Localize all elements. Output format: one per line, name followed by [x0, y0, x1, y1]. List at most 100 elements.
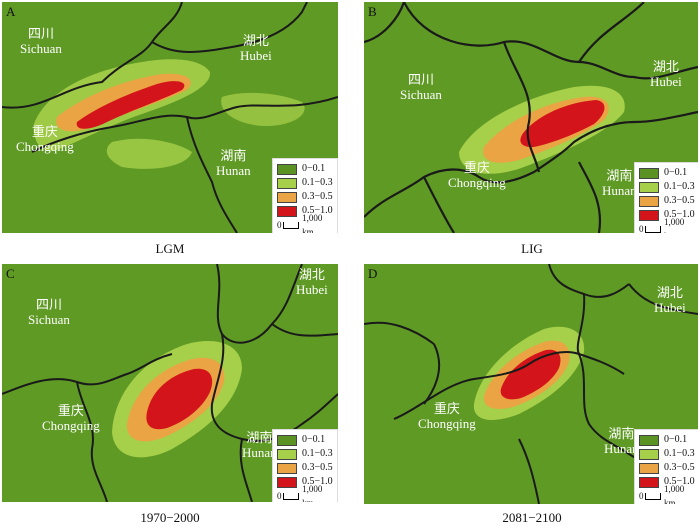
place-name-cn: 湖南 [220, 148, 247, 163]
legend-label: 0.1−0.3 [664, 181, 695, 192]
legend-swatch [639, 167, 659, 179]
place-label-chongqing: 重庆 Chongqing [448, 160, 506, 190]
legend-label: 0.3−0.5 [302, 191, 333, 202]
legend-label: 0.1−0.3 [302, 177, 333, 188]
panel-caption: 2081−2100 [502, 510, 562, 525]
legend-item: 0.1−0.3 [277, 447, 333, 461]
legend-swatch [277, 476, 297, 488]
legend-swatch [277, 462, 297, 474]
panel-caption: 1970−2000 [140, 510, 200, 525]
panel-caption: LIG [521, 241, 543, 256]
province-boundaries [2, 2, 338, 233]
province-boundaries [364, 2, 698, 233]
legend-label: 0.5−1.0 [664, 476, 695, 487]
legend-swatch [277, 448, 297, 460]
scale-bar-line [644, 225, 661, 233]
scale-start-label: 0 [639, 224, 644, 233]
place-name-cn: 重庆 [57, 403, 84, 418]
legend-item: 0−0.1 [277, 162, 333, 176]
scale-end-label: 1,000 km [663, 484, 685, 504]
suitability-patches [473, 326, 585, 420]
legend-label: 0.3−0.5 [664, 462, 695, 473]
place-name-cn: 湖南 [608, 426, 635, 441]
place-label-sichuan: 四川 Sichuan [400, 72, 442, 102]
suitability-patches [33, 59, 305, 169]
legend-label: 0.5−1.0 [302, 476, 333, 487]
legend-item: 0.5−1.0 [277, 204, 333, 218]
place-name-en: Hubei [296, 282, 328, 297]
place-name-cn: 重庆 [463, 160, 490, 175]
legend-item: 0−0.1 [639, 433, 695, 447]
legend-label: 0.3−0.5 [664, 195, 695, 206]
legend-swatch [277, 434, 297, 446]
place-name-cn: 湖北 [656, 285, 683, 300]
legend-label: 0.5−1.0 [664, 209, 695, 220]
place-name-cn: 湖北 [298, 267, 325, 282]
place-name-en: Chongqing [448, 175, 506, 190]
scale-bar-line [282, 221, 300, 229]
panel-letter: C [6, 266, 15, 281]
place-label-hubei: 湖北 Hubei [296, 267, 328, 297]
suitability-patches [459, 85, 625, 174]
place-label-hunan: 湖南 Hunan [216, 148, 251, 178]
map-legend: 0−0.1 0.1−0.3 0.3−0.5 0.5−1.0 0 1,000 km [634, 429, 698, 504]
place-name-en: Hubei [654, 300, 686, 315]
place-name-en: Chongqing [418, 416, 476, 431]
place-label-chongqing: 重庆 Chongqing [418, 401, 476, 431]
legend-item: 0.1−0.3 [639, 447, 695, 461]
legend-item: 0.3−0.5 [639, 461, 695, 475]
place-name-en: Hunan [604, 441, 639, 456]
province-boundaries [2, 264, 338, 502]
place-name-cn: 重庆 [433, 401, 460, 416]
scale-start-label: 0 [277, 491, 282, 501]
place-label-hunan: 湖南 Hunan [602, 168, 637, 198]
place-name-en: Hunan [242, 445, 277, 460]
place-name-en: Hubei [650, 74, 682, 89]
legend-swatch [639, 209, 659, 221]
scale-end-label: 1,000 km [302, 484, 323, 502]
place-name-cn: 湖南 [606, 168, 633, 183]
legend-swatch [639, 181, 659, 193]
place-name-en: Sichuan [400, 87, 442, 102]
legend-swatch [639, 476, 659, 488]
legend-label: 0.3−0.5 [302, 462, 333, 473]
legend-swatch [277, 163, 297, 175]
scale-end-label: 1,000 km [302, 213, 323, 233]
legend-item: 0.5−1.0 [639, 208, 695, 222]
place-name-cn: 四川 [27, 26, 54, 41]
scale-bar: 0 1,000 km [639, 484, 695, 504]
legend-swatch [277, 191, 297, 203]
legend-label: 0.1−0.3 [302, 448, 333, 459]
place-label-hubei: 湖北 Hubei [240, 33, 272, 63]
scale-start-label: 0 [639, 491, 644, 501]
place-label-hubei: 湖北 Hubei [650, 59, 682, 89]
legend-item: 0.1−0.3 [639, 180, 695, 194]
legend-item: 0.5−1.0 [639, 475, 695, 489]
place-label-hubei: 湖北 Hubei [654, 285, 686, 315]
map-legend: 0−0.1 0.1−0.3 0.3−0.5 0.5−1.0 0 1,000 km [272, 158, 338, 233]
place-name-cn: 重庆 [31, 124, 58, 139]
map-panel-2081-2100: D 湖北 Hubei 重庆 Chongqing 湖南 Hunan 0−0.1 0.1−0… [364, 264, 698, 504]
scale-bar: 0 1,000 km [277, 484, 333, 502]
place-name-cn: 四川 [407, 72, 434, 87]
legend-label: 0−0.1 [302, 434, 326, 445]
place-name-cn: 湖南 [246, 430, 273, 445]
legend-item: 0.1−0.3 [277, 176, 333, 190]
map-legend: 0−0.1 0.1−0.3 0.3−0.5 0.5−1.0 0 1,000 km [272, 429, 338, 502]
place-label-sichuan: 四川 Sichuan [20, 26, 62, 56]
place-name-en: Hubei [240, 48, 272, 63]
legend-item: 0.3−0.5 [639, 194, 695, 208]
scale-bar: 0 1,000 km [639, 217, 695, 233]
legend-label: 0.5−1.0 [302, 205, 333, 216]
panel-letter: D [368, 266, 378, 281]
place-label-sichuan: 四川 Sichuan [28, 297, 70, 327]
place-label-hunan: 湖南 Hunan [604, 426, 639, 456]
scale-start-label: 0 [277, 220, 282, 230]
legend-item: 0.3−0.5 [277, 190, 333, 204]
panel-caption: LGM [155, 241, 185, 256]
panel-letter: B [368, 4, 377, 19]
legend-swatch [639, 462, 659, 474]
map-svg-1970-2000 [2, 264, 338, 502]
scale-bar-line [282, 492, 300, 500]
legend-swatch [277, 177, 297, 189]
